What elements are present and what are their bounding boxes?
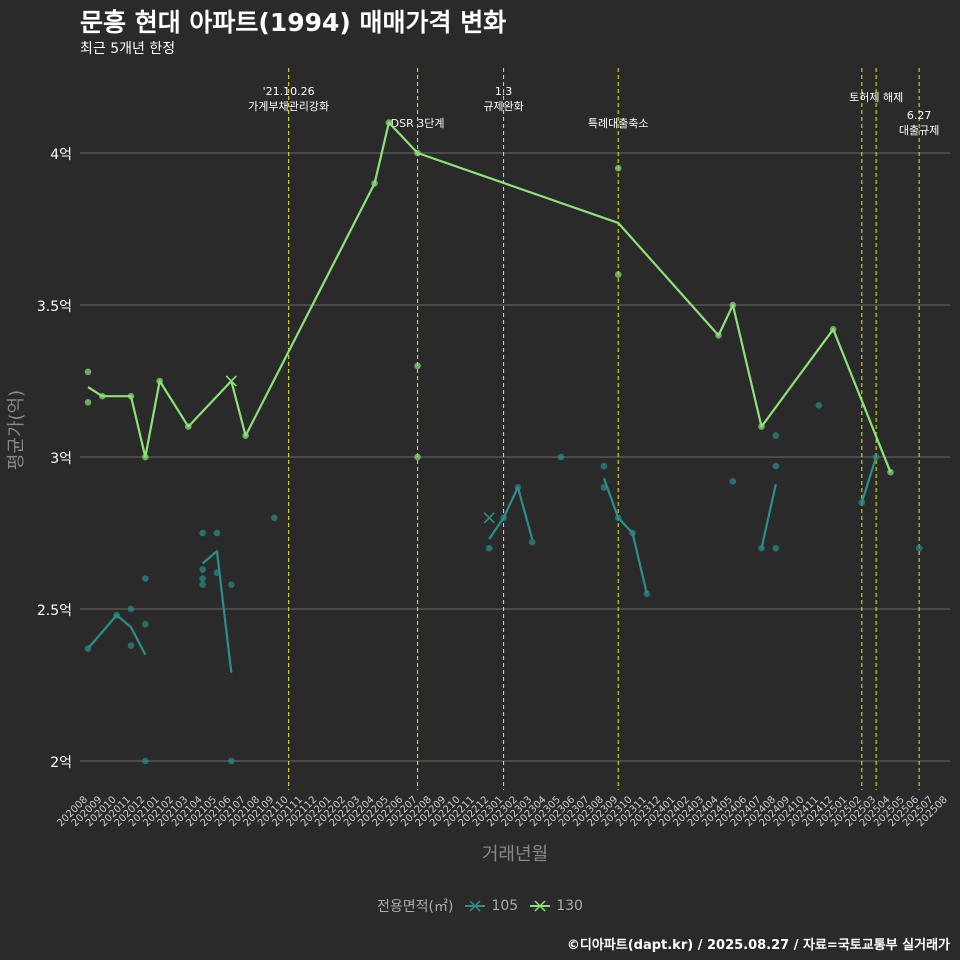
y-tick-label: 3.5억 xyxy=(37,299,72,315)
legend-item-105: 105 xyxy=(463,898,518,914)
chart-title: 문흥 현대 아파트(1994) 매매가격 변화 xyxy=(80,8,507,37)
data-point-130 xyxy=(142,453,149,461)
data-point-105 xyxy=(270,514,278,522)
legend-title: 전용면적(㎡) xyxy=(377,899,454,915)
data-point-105 xyxy=(213,569,221,576)
event-label: 규제완화 xyxy=(483,100,523,113)
data-point-130 xyxy=(729,301,737,309)
event-label: 가계부채관리강화 xyxy=(248,100,329,113)
y-tick-label: 2.5억 xyxy=(37,603,72,619)
series-line-105 xyxy=(488,486,534,540)
series-line-105 xyxy=(602,477,648,595)
series-line-105 xyxy=(201,550,233,673)
data-point-130 xyxy=(84,398,92,406)
data-point-105 xyxy=(213,529,221,537)
event-label: DSR 3단계 xyxy=(391,117,445,130)
legend-label-105: 105 xyxy=(491,898,519,914)
data-point-130 xyxy=(829,326,837,333)
data-point-105 xyxy=(228,581,235,588)
data-point-130 xyxy=(614,164,622,172)
data-point-105 xyxy=(485,544,493,552)
data-point-130 xyxy=(614,271,622,278)
data-point-105 xyxy=(772,462,780,470)
data-point-105 xyxy=(528,538,536,546)
data-point-130 xyxy=(414,362,421,370)
series-layer xyxy=(84,119,923,765)
data-point-105 xyxy=(772,432,780,440)
data-point-105 xyxy=(872,453,880,461)
event-label: 대출규제 xyxy=(899,124,939,137)
data-point-105 xyxy=(199,575,206,582)
series-line-105 xyxy=(760,484,777,549)
data-point-105 xyxy=(600,462,608,470)
y-tick-label: 3억 xyxy=(50,451,72,467)
x-marker-130 xyxy=(225,375,237,387)
data-point-105 xyxy=(915,544,923,552)
data-point-105 xyxy=(500,514,507,522)
source-caption: ©디아파트(dapt.kr) / 2025.08.27 / 자료=국토교통부 실… xyxy=(566,938,950,953)
series-line-105 xyxy=(87,614,147,656)
x-axis-title: 거래년월 xyxy=(482,844,548,865)
data-point-105 xyxy=(142,575,149,582)
data-point-105 xyxy=(557,453,565,461)
data-point-105 xyxy=(84,645,92,652)
data-point-130 xyxy=(414,453,421,461)
data-point-105 xyxy=(199,529,206,537)
data-point-105 xyxy=(142,620,149,628)
data-point-105 xyxy=(228,757,235,765)
data-point-105 xyxy=(614,514,622,522)
data-point-130 xyxy=(84,368,92,376)
data-point-105 xyxy=(600,484,608,491)
data-point-130 xyxy=(185,423,192,430)
data-point-105 xyxy=(199,581,206,588)
data-point-105 xyxy=(858,499,866,506)
data-point-130 xyxy=(414,149,421,157)
grid-layer xyxy=(80,152,950,762)
legend: 전용면적(㎡) 105 130 xyxy=(0,896,960,916)
legend-key-130-icon xyxy=(530,900,551,912)
data-point-130 xyxy=(242,432,249,440)
data-point-105 xyxy=(514,484,522,491)
data-point-105 xyxy=(199,566,206,573)
event-label: 토허제 해제 xyxy=(849,90,903,104)
series-line-130 xyxy=(87,121,892,473)
legend-item-130: 130 xyxy=(528,898,583,914)
data-point-105 xyxy=(127,642,135,649)
y-axis-title: 평균가(억) xyxy=(6,390,27,470)
data-point-130 xyxy=(715,332,722,339)
data-point-130 xyxy=(887,468,894,476)
chart-subtitle: 최근 5개년 한정 xyxy=(80,41,176,57)
event-label: 특례대출축소 xyxy=(588,117,649,130)
x-marker-105 xyxy=(483,512,495,524)
y-tick-label: 2억 xyxy=(50,755,72,771)
data-point-105 xyxy=(142,757,149,765)
data-point-105 xyxy=(815,402,823,409)
series-line-105 xyxy=(860,456,878,503)
data-point-130 xyxy=(127,392,135,400)
data-point-130 xyxy=(156,377,163,385)
data-point-130 xyxy=(385,119,393,126)
data-point-105 xyxy=(643,590,651,598)
data-point-105 xyxy=(629,529,636,537)
data-point-130 xyxy=(99,392,106,400)
legend-label-130: 130 xyxy=(556,898,583,914)
data-point-105 xyxy=(758,544,765,552)
data-point-105 xyxy=(127,605,135,613)
data-point-130 xyxy=(758,423,765,430)
data-point-130 xyxy=(371,180,378,187)
data-point-105 xyxy=(113,611,120,619)
data-point-105 xyxy=(772,544,780,552)
data-point-105 xyxy=(729,478,737,485)
axis-layer: 2억2.5억3억3.5억4억20200820200920201020201120… xyxy=(6,147,950,865)
event-label: 1.3 xyxy=(495,85,513,98)
legend-key-105-icon xyxy=(465,900,486,912)
event-label: 6.27 xyxy=(907,109,932,122)
y-tick-label: 4억 xyxy=(50,147,72,163)
event-label: '21.10.26 xyxy=(263,85,315,98)
